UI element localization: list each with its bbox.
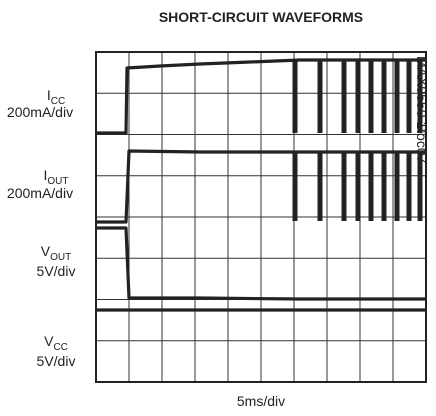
- scope-frame: [95, 51, 427, 383]
- channel-symbol: I: [44, 167, 48, 183]
- channel-subscript: CC: [51, 96, 65, 107]
- channel-label: IOUT: [44, 167, 69, 187]
- channel-scale: 5V/div: [37, 263, 76, 279]
- channel-scale: 5V/div: [37, 353, 76, 369]
- channel-symbol: I: [47, 87, 51, 103]
- chart-title: SHORT-CIRCUIT WAVEFORMS: [159, 9, 363, 25]
- icc-trace: [96, 58, 426, 135]
- bursts: [292, 60, 423, 221]
- watermark: MAX9550 1toc07: [414, 56, 430, 164]
- channel-label: ICC: [47, 87, 65, 107]
- channel-symbol: V: [44, 333, 54, 349]
- scope-grid: [96, 52, 426, 382]
- channel-label: VCC: [44, 333, 68, 353]
- channel-scale: 200mA/div: [7, 104, 73, 120]
- channel-subscript: CC: [53, 342, 67, 353]
- channel-subscript: OUT: [47, 176, 68, 187]
- channel-label: VOUT: [41, 243, 71, 263]
- channel-subscript: OUT: [50, 252, 71, 263]
- channel-scale: 200mA/div: [7, 185, 73, 201]
- channel-symbol: V: [41, 243, 51, 259]
- x-axis-label: 5ms/div: [237, 393, 285, 409]
- vout-trace: [96, 226, 426, 301]
